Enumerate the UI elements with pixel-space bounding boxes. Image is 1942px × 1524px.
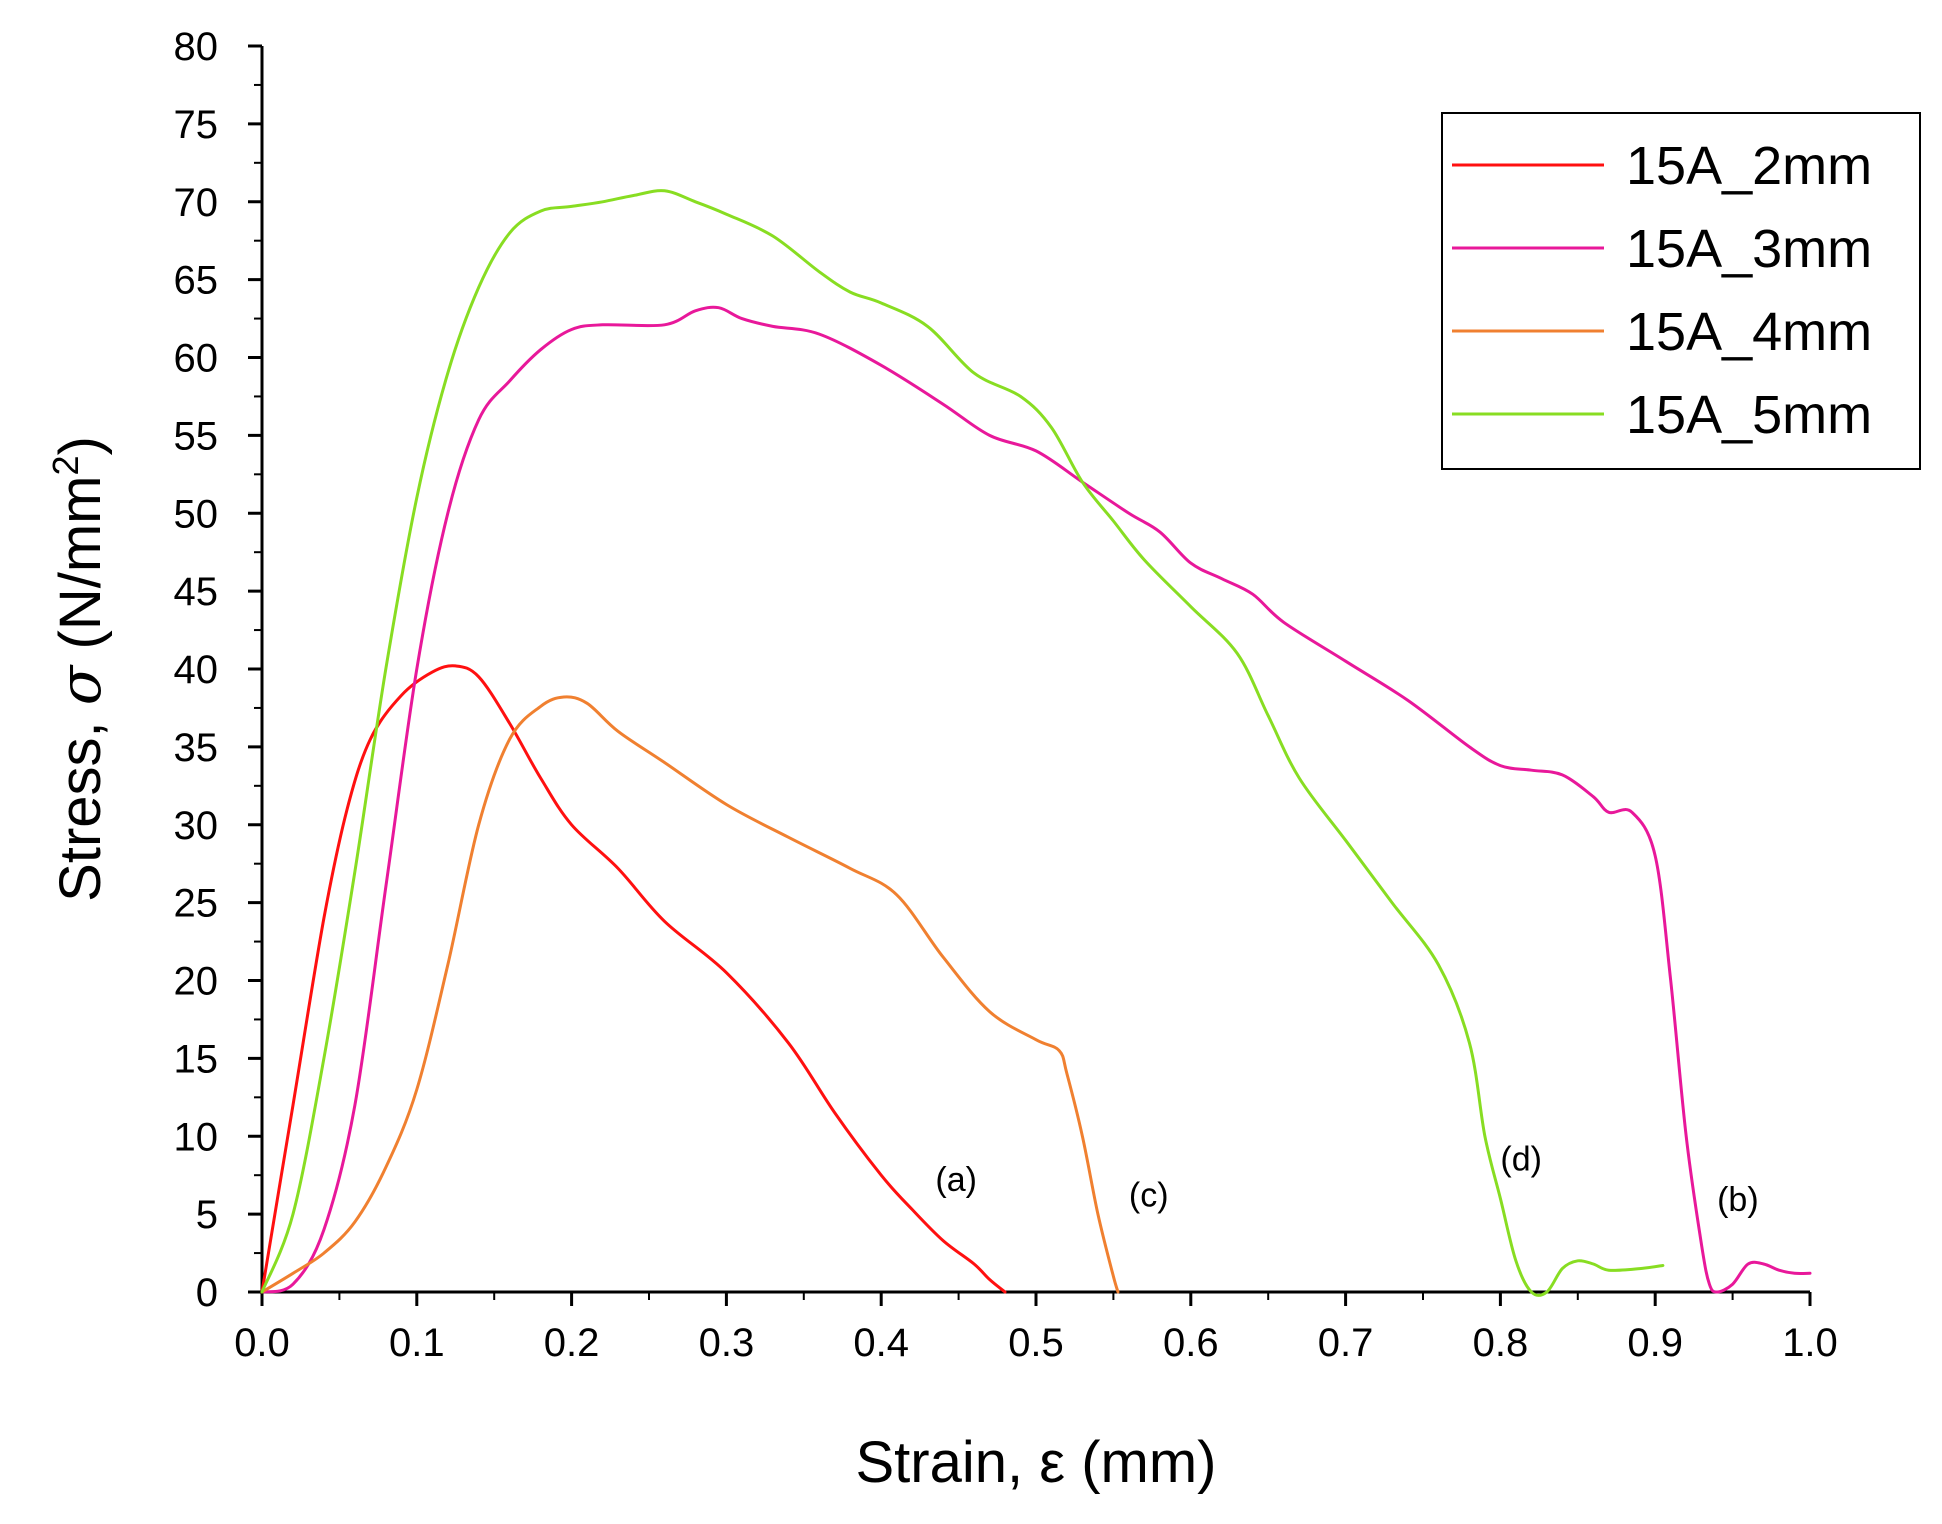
- x-tick-label: 0.4: [853, 1321, 909, 1365]
- y-tick-label: 80: [174, 25, 219, 69]
- series-line-15a-4mm: [260, 695, 1120, 1294]
- x-tick-label: 0.6: [1163, 1321, 1219, 1365]
- legend-label: 15A_5mm: [1626, 385, 1872, 445]
- annotation-label: (c): [1129, 1176, 1169, 1214]
- y-axis-title-prefix: Stress,: [48, 705, 113, 902]
- y-tick-label: 20: [174, 960, 219, 1004]
- x-tick-label: 0.1: [389, 1321, 445, 1365]
- annotation-label: (a): [935, 1161, 977, 1199]
- x-tick-label: 0.7: [1318, 1321, 1374, 1365]
- series-layer: [260, 189, 1812, 1297]
- y-tick-label: 55: [174, 414, 219, 458]
- y-tick-label: 70: [174, 181, 219, 225]
- legend-label: 15A_2mm: [1626, 136, 1872, 196]
- y-tick-label: 60: [174, 337, 219, 381]
- annotation-label: (b): [1717, 1181, 1759, 1219]
- annotation-label: (d): [1500, 1141, 1542, 1179]
- y-tick-label: 75: [174, 103, 219, 147]
- y-tick-label: 40: [174, 648, 219, 692]
- x-axis-title: Strain, ε (mm): [856, 1430, 1217, 1495]
- y-axis-title-symbol: σ: [46, 664, 114, 705]
- y-tick-label: 5: [196, 1193, 218, 1237]
- y-axis-title-close: ): [48, 436, 113, 455]
- series-line-15a-2mm: [260, 664, 1007, 1294]
- series-line-15a-3mm: [260, 305, 1812, 1294]
- x-tick-label: 0.3: [699, 1321, 755, 1365]
- y-axis-title-superscript: 2: [45, 456, 86, 476]
- y-tick-label: 35: [174, 726, 219, 770]
- x-tick-label: 0.8: [1473, 1321, 1529, 1365]
- legend-label: 15A_4mm: [1626, 302, 1872, 362]
- y-tick-label: 0: [196, 1271, 218, 1315]
- series-line-15a-5mm: [260, 189, 1665, 1297]
- y-axis-title-unit: (N/mm: [48, 476, 113, 666]
- x-tick-label: 0.9: [1627, 1321, 1683, 1365]
- y-tick-label: 10: [174, 1115, 219, 1159]
- annotation-layer: (a) (c) (d) (b): [935, 1141, 1758, 1219]
- x-tick-label: 0.0: [234, 1321, 290, 1365]
- y-tick-label: 45: [174, 570, 219, 614]
- x-tick-label: 1.0: [1782, 1321, 1838, 1365]
- legend-label: 15A_3mm: [1626, 219, 1872, 279]
- x-tick-label: 0.2: [544, 1321, 600, 1365]
- y-tick-label: 65: [174, 259, 219, 303]
- y-tick-label: 30: [174, 804, 219, 848]
- y-tick-label: 50: [174, 492, 219, 536]
- y-tick-label: 15: [174, 1037, 219, 1081]
- axes-layer: 0 5 10 15 20 25 30 35 40 45 50 55 60 65 70 75 80 0.0 0.1 0.…: [174, 25, 1838, 1365]
- legend: 15A_2mm 15A_3mm 15A_4mm 15A_5mm: [1441, 112, 1921, 470]
- legend-box: [1441, 112, 1921, 470]
- x-tick-label: 0.5: [1008, 1321, 1064, 1365]
- y-axis-title: Stress, σ (N/mm2): [45, 436, 114, 902]
- y-tick-label: 25: [174, 882, 219, 926]
